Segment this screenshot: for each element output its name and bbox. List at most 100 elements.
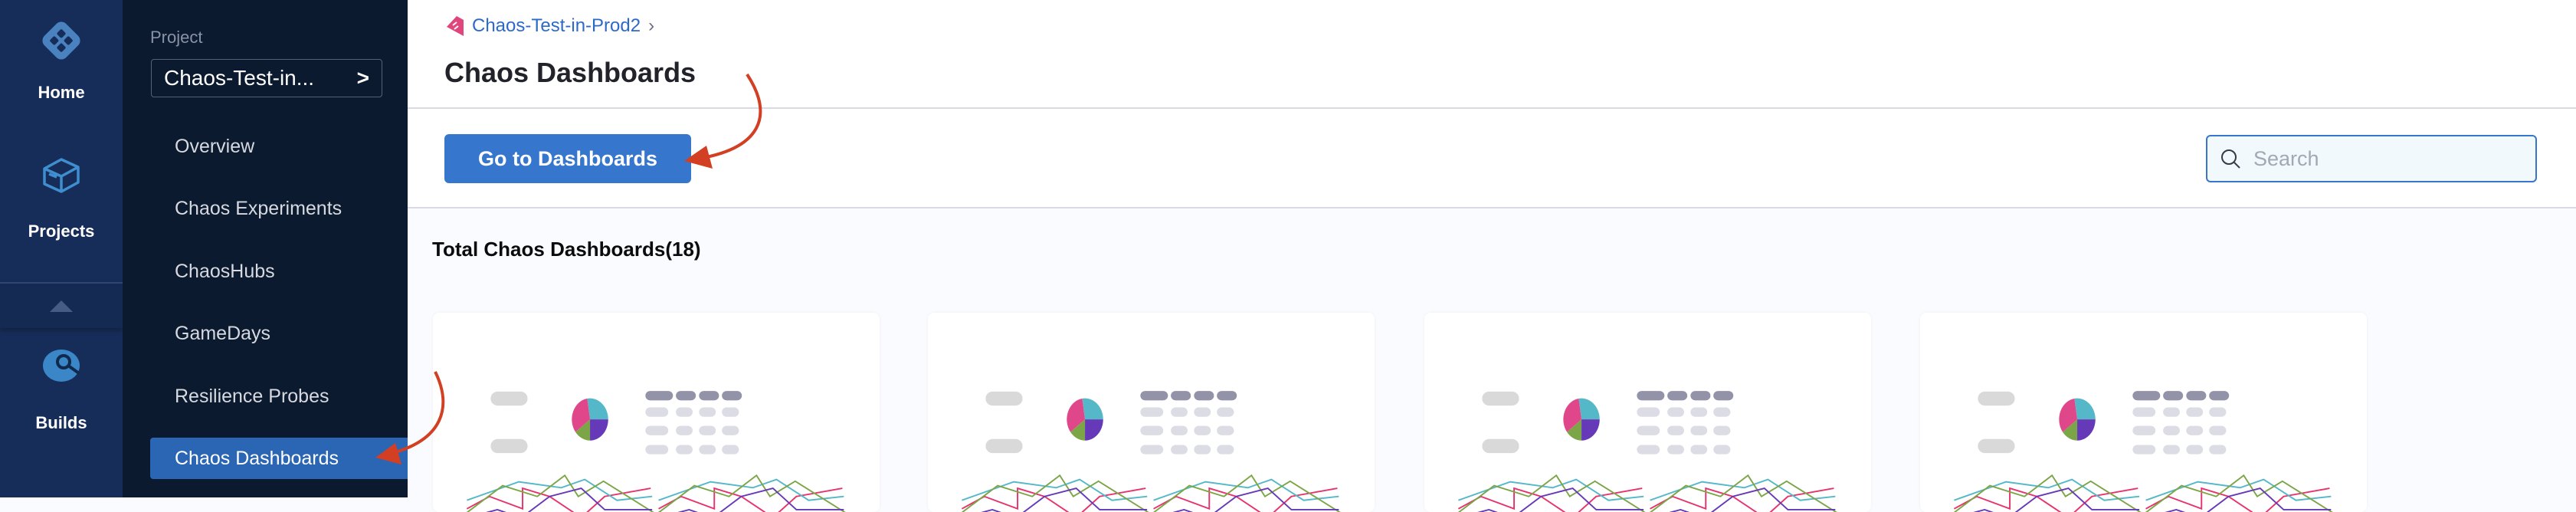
search-input[interactable] — [2253, 143, 2522, 174]
thumb-table-header — [1171, 391, 1191, 401]
dashboard-card[interactable] — [928, 313, 1375, 512]
thumb-table-header — [676, 391, 696, 401]
thumb-pie-slice — [2063, 419, 2078, 441]
thumb-table-cell — [1194, 407, 1211, 417]
thumb-table-header — [1140, 391, 1168, 401]
sidebar-item-resilience-probes[interactable]: Resilience Probes — [175, 386, 329, 407]
dashboard-card[interactable] — [1424, 313, 1871, 512]
thumb-pie-slice — [575, 419, 591, 441]
thumb-table-cell — [699, 407, 716, 417]
breadcrumb-chevron-icon: › — [648, 15, 655, 36]
nav-projects[interactable]: Projects — [0, 157, 123, 241]
nav-home-label: Home — [38, 83, 85, 102]
thumb-table-cell — [1713, 425, 1731, 435]
thumb-table-cell — [1217, 407, 1234, 417]
thumb-table-header — [2132, 391, 2161, 401]
nav-home[interactable]: Home — [0, 18, 123, 103]
thumb-table-cell — [2186, 445, 2204, 455]
thumb-table-cell — [2209, 425, 2227, 435]
thumb-pie-slice — [1067, 398, 1086, 432]
thumb-table-cell — [722, 407, 739, 417]
thumb-label-pill — [1482, 391, 1519, 406]
search-box[interactable] — [2206, 135, 2537, 182]
project-sidebar: Project Chaos-Test-in... > Overview Chaos… — [123, 0, 408, 497]
thumb-table-cell — [1140, 445, 1164, 455]
thumb-pie-slice — [1082, 398, 1103, 420]
thumb-table-header — [645, 391, 673, 401]
thumb-pie-slice — [590, 419, 608, 441]
thumb-pie-slice — [1085, 419, 1103, 441]
toolbar: Go to Dashboards — [408, 109, 2576, 208]
sidebar-item-chaos-dashboards[interactable]: Chaos Dashboards — [150, 438, 408, 479]
thumb-pie-slice — [587, 398, 608, 420]
page-header: Chaos-Test-in-Prod2 › Chaos Dashboards — [408, 0, 2576, 109]
thumb-table-header — [1690, 391, 1711, 401]
thumb-table-cell — [722, 445, 739, 455]
thumb-pie-slice — [1563, 398, 1582, 432]
thumb-pie-slice — [1070, 419, 1086, 441]
thumb-table-cell — [1140, 425, 1164, 435]
thumb-table-cell — [1194, 425, 1211, 435]
thumb-pie-slice — [1581, 419, 1600, 441]
thumb-table-cell — [676, 425, 693, 435]
sidebar-item-chaoshubs[interactable]: ChaosHubs — [175, 261, 275, 282]
thumb-table-cell — [1690, 425, 1708, 435]
total-dashboards-count: Total Chaos Dashboards(18) — [432, 238, 701, 261]
thumb-table-header — [2209, 391, 2230, 401]
thumb-table-header — [1637, 391, 1665, 401]
thumb-table-cell — [722, 425, 739, 435]
nav-collapse-toggle[interactable] — [0, 282, 123, 328]
thumb-line — [657, 474, 846, 512]
thumb-table-cell — [2132, 407, 2156, 417]
thumb-table-header — [1217, 391, 1237, 401]
thumb-table-header — [2186, 391, 2207, 401]
dashboard-card[interactable] — [1920, 313, 2367, 512]
thumb-table-cell — [1171, 407, 1188, 417]
sidebar-item-gamedays[interactable]: GameDays — [175, 323, 271, 344]
chaos-module-icon — [447, 16, 464, 36]
thumb-table-cell — [2163, 445, 2180, 455]
thumb-table-cell — [2209, 445, 2227, 455]
thumb-table-cell — [645, 407, 669, 417]
breadcrumb-project-link[interactable]: Chaos-Test-in-Prod2 — [472, 15, 641, 36]
thumb-table-cell — [1667, 445, 1684, 455]
thumb-table-cell — [1171, 445, 1188, 455]
thumb-table-cell — [699, 445, 716, 455]
thumb-pie-slice — [1578, 398, 1600, 420]
thumb-table-cell — [2132, 445, 2156, 455]
thumb-label-pill — [490, 438, 528, 454]
nav-builds[interactable]: Builds — [0, 349, 123, 433]
thumb-table-cell — [1713, 445, 1731, 455]
thumb-pie-slice — [2077, 419, 2096, 441]
thumb-line — [961, 474, 1149, 512]
nav-builds-label: Builds — [35, 413, 87, 432]
thumb-table-cell — [2186, 407, 2204, 417]
thumb-table-cell — [1194, 445, 1211, 455]
thumb-table-header — [1194, 391, 1214, 401]
thumb-label-pill — [985, 391, 1023, 406]
project-selector-value: Chaos-Test-in... — [164, 66, 315, 90]
sidebar-item-overview[interactable]: Overview — [175, 136, 255, 157]
thumb-pie-slice — [2059, 398, 2078, 432]
nav-projects-label: Projects — [28, 222, 95, 241]
main-content: Chaos-Test-in-Prod2 › Chaos Dashboards G… — [408, 0, 2576, 512]
thumb-table-header — [1667, 391, 1688, 401]
thumb-table-cell — [676, 407, 693, 417]
harness-logo-icon — [42, 21, 80, 60]
sidebar-item-chaos-experiments[interactable]: Chaos Experiments — [175, 198, 342, 219]
thumb-table-cell — [645, 445, 669, 455]
thumb-line — [466, 474, 654, 512]
dashboard-card[interactable] — [433, 313, 880, 512]
thumb-pie-slice — [2074, 398, 2096, 420]
thumb-table-cell — [1637, 407, 1660, 417]
go-to-dashboards-button[interactable]: Go to Dashboards — [444, 134, 691, 183]
thumb-label-pill — [1482, 438, 1519, 454]
thumb-table-cell — [699, 425, 716, 435]
thumb-table-header — [1713, 391, 1734, 401]
thumb-table-header — [2163, 391, 2184, 401]
thumb-line — [1152, 474, 1341, 512]
thumb-table-cell — [645, 425, 669, 435]
thumb-table-cell — [1667, 425, 1684, 435]
project-selector[interactable]: Chaos-Test-in... > — [151, 59, 382, 97]
builds-icon — [43, 350, 80, 382]
